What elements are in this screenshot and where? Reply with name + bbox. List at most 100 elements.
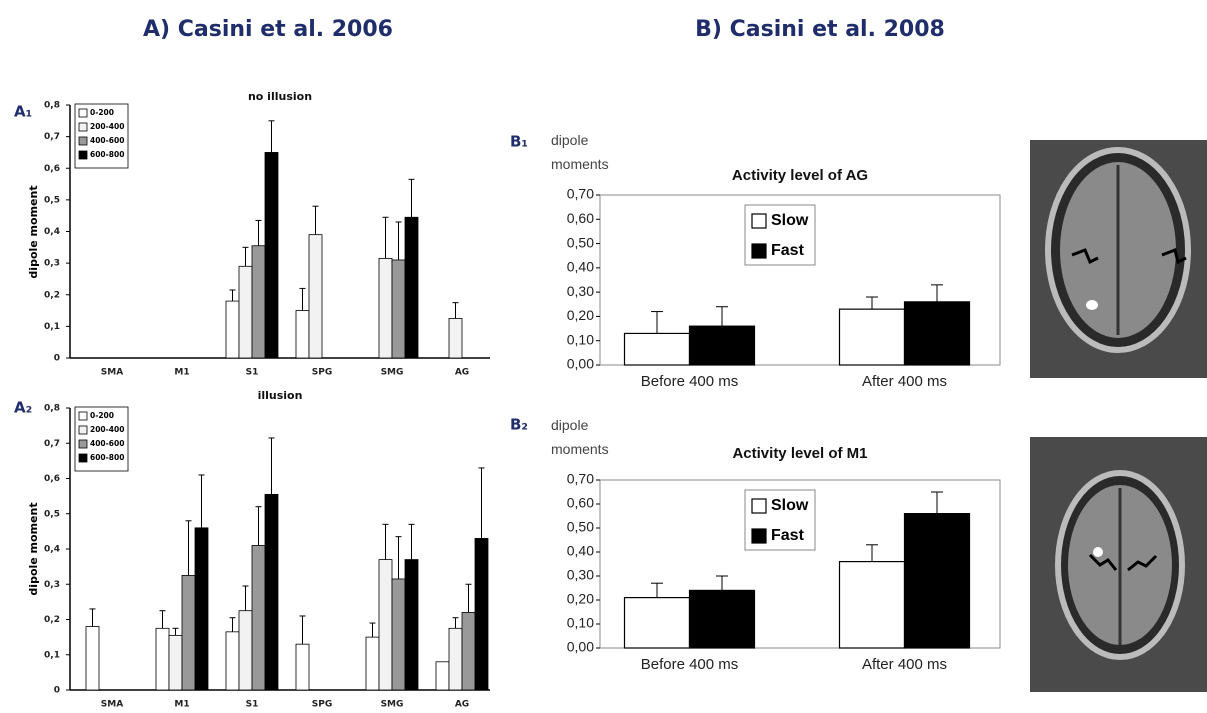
- y-axis-label-box: dipole moments: [551, 132, 609, 172]
- bar: [623, 596, 691, 649]
- error-bar: [395, 536, 402, 579]
- error-bar: [408, 523, 415, 560]
- y-tick-label: 0,7: [44, 439, 60, 449]
- x-tick-label: M1: [174, 700, 189, 710]
- error-bar: [299, 615, 306, 645]
- x-tick-label: SPG: [312, 700, 332, 710]
- error-bar: [465, 583, 472, 613]
- bar: [264, 493, 279, 691]
- x-tick-label: Before 400 ms: [641, 656, 739, 673]
- bar: [155, 627, 170, 691]
- legend-swatch: [751, 243, 767, 259]
- legend-swatch: [78, 411, 88, 421]
- bar: [461, 612, 476, 691]
- error-bar: [268, 120, 275, 153]
- y-tick-label: 0,50: [567, 519, 594, 535]
- bar: [448, 318, 463, 359]
- bar: [391, 578, 406, 691]
- error-bar: [185, 520, 192, 576]
- bar: [308, 234, 323, 359]
- chart-title: Activity level of AG: [732, 167, 868, 184]
- y-tick-label: 0,40: [567, 543, 594, 559]
- bar: [225, 631, 240, 691]
- x-tick-label: After 400 ms: [862, 656, 947, 673]
- legend-swatch: [78, 150, 88, 160]
- bar: [181, 575, 196, 691]
- error-bar: [408, 178, 415, 218]
- bar: [688, 589, 756, 649]
- plot-frame: [599, 479, 1001, 649]
- error-bar: [382, 523, 389, 560]
- y-tick-label: 0,8: [44, 101, 60, 111]
- error-bar: [255, 219, 262, 246]
- y-axis-label: dipole moments: [551, 417, 609, 457]
- error-bar: [478, 467, 485, 539]
- x-tick-label: SMG: [381, 368, 404, 378]
- error-bar: [866, 296, 878, 310]
- legend-label: 0-200: [90, 108, 114, 117]
- error-bar: [452, 617, 459, 629]
- error-bar: [716, 575, 728, 591]
- error-bar: [299, 287, 306, 311]
- legend-swatch: [751, 498, 767, 514]
- legend-label: 200-400: [90, 122, 124, 131]
- legend-swatch: [78, 453, 88, 463]
- error-bar: [268, 437, 275, 495]
- error-bar: [198, 474, 205, 528]
- y-tick-label: 0,3: [44, 580, 60, 590]
- mri-image: [1030, 140, 1207, 378]
- legend-label: Slow: [771, 497, 809, 514]
- y-tick-label: 0,2: [44, 615, 60, 625]
- legend-label: 400-600: [90, 439, 124, 448]
- bar: [903, 512, 971, 649]
- bar: [435, 661, 450, 691]
- bar: [295, 310, 310, 359]
- legend-swatch: [78, 439, 88, 449]
- error-bar: [229, 617, 236, 632]
- error-bar: [369, 622, 376, 638]
- bar: [903, 301, 971, 366]
- bar: [838, 560, 906, 649]
- y-axis-label: dipole moments: [551, 132, 609, 172]
- y-tick-label: 0,5: [44, 509, 60, 519]
- bar: [365, 636, 380, 691]
- bar: [623, 332, 691, 366]
- y-tick-label: 0,6: [44, 164, 60, 174]
- error-bar: [312, 205, 319, 235]
- y-tick-label: 0,70: [567, 471, 594, 487]
- y-tick-label: 0,20: [567, 591, 594, 607]
- panel-label: A₂: [14, 399, 32, 417]
- legend-swatch: [78, 136, 88, 146]
- error-bar: [89, 608, 96, 627]
- bar: [378, 257, 393, 359]
- panel-label: B₁: [510, 133, 528, 151]
- bar: [85, 626, 100, 691]
- y-tick-label: 0,6: [44, 474, 60, 484]
- x-tick-label: Before 400 ms: [641, 373, 739, 390]
- y-tick-label: 0,7: [44, 132, 60, 142]
- y-axis-label: dipole moment: [27, 502, 40, 595]
- bar: [225, 300, 240, 359]
- bar: [838, 308, 906, 366]
- x-tick-label: SMG: [381, 700, 404, 710]
- y-tick-label: 0,5: [44, 195, 60, 205]
- legend-label: 200-400: [90, 425, 124, 434]
- x-tick-label: SMA: [101, 368, 123, 378]
- bar: [238, 610, 253, 691]
- y-tick-label: 0: [54, 354, 60, 364]
- legend-swatch: [78, 122, 88, 132]
- heading: B) Casini et al. 2008: [695, 17, 945, 42]
- y-tick-label: 0,10: [567, 615, 594, 631]
- x-tick-label: S1: [246, 368, 259, 378]
- error-bar: [255, 506, 262, 546]
- error-bar: [382, 216, 389, 259]
- legend-swatch: [78, 425, 88, 435]
- error-bar: [395, 221, 402, 260]
- x-tick-label: S1: [246, 700, 259, 710]
- y-tick-label: 0,2: [44, 290, 60, 300]
- y-tick-label: 0,00: [567, 356, 594, 372]
- bar: [251, 245, 266, 359]
- legend-label: Fast: [771, 527, 805, 544]
- bar: [688, 325, 756, 366]
